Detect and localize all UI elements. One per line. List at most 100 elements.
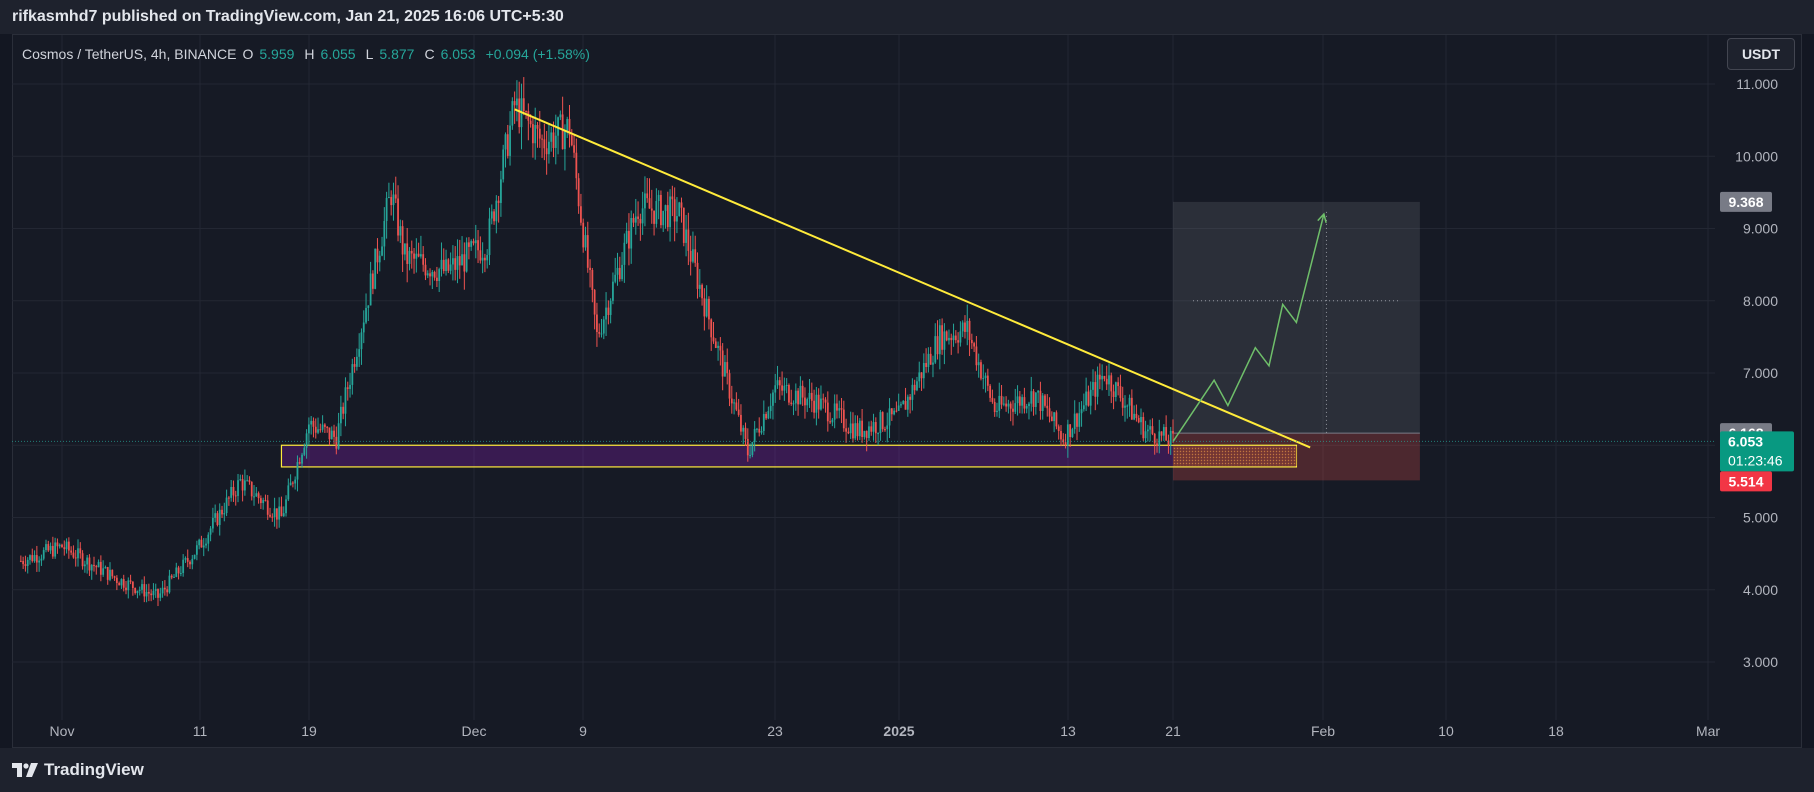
candle-body (774, 385, 777, 393)
candle-body (630, 217, 633, 249)
candle-body (420, 254, 422, 257)
candle-body (698, 284, 701, 289)
candle-body (271, 516, 274, 518)
candle-body (1153, 433, 1156, 444)
candle-body (385, 197, 388, 221)
candle-body (1146, 429, 1149, 432)
candle-body (1057, 426, 1060, 432)
candle-body (232, 486, 235, 496)
price-tick-label: 7.000 (1743, 365, 1778, 381)
candle-body (810, 392, 813, 401)
chart-frame[interactable] (12, 34, 1802, 748)
candle-body (344, 387, 347, 414)
candle-body (582, 222, 585, 248)
candle-body (1117, 382, 1120, 387)
candle-body (118, 582, 121, 586)
candle-body (625, 230, 628, 243)
candle-body (417, 253, 420, 257)
candle-body (918, 372, 921, 382)
candle-body (829, 421, 831, 423)
time-tick-label: 2025 (883, 723, 914, 739)
candle-body (719, 345, 722, 351)
price-axis: 11.00010.0009.0008.0007.0006.0005.0004.0… (1735, 76, 1778, 670)
candle-body (218, 509, 221, 525)
candle-body (909, 396, 912, 400)
candle-body (241, 479, 244, 491)
candle-body (1016, 396, 1019, 404)
candle-body (511, 101, 514, 126)
candle-body (728, 373, 731, 399)
candle-body (31, 555, 34, 562)
candle-body (1140, 416, 1142, 423)
candle-body (1073, 413, 1076, 430)
candle-body (557, 117, 559, 136)
candle-body (1071, 429, 1074, 438)
candle-body (134, 587, 137, 594)
candle-body (580, 206, 582, 223)
candle-body (234, 495, 237, 497)
candle-body (522, 98, 525, 111)
publisher-text: rifkasmhd7 published on TradingView.com,… (12, 8, 564, 25)
candle-body (468, 242, 470, 247)
candle-body (488, 218, 491, 256)
candle-body (1087, 391, 1090, 406)
candle-body (897, 405, 900, 411)
candle-body (452, 258, 454, 265)
candle-body (790, 402, 793, 404)
candle-body (650, 208, 653, 211)
stop-price-label: 5.514 (1728, 473, 1763, 489)
candle-body (669, 196, 671, 228)
candle-body (22, 561, 25, 565)
candle-body (1144, 431, 1147, 439)
candle-body (605, 307, 607, 320)
candle-body (634, 216, 637, 223)
candle-body (1039, 390, 1042, 411)
tradingview-brand[interactable]: TradingView (0, 760, 144, 780)
candle-body (692, 249, 694, 262)
candle-body (321, 424, 324, 430)
candle-body (125, 587, 127, 591)
candle-body (319, 429, 322, 431)
candle-body (97, 561, 100, 568)
time-tick-label: Feb (1311, 723, 1335, 739)
candle-body (657, 194, 660, 202)
candle-body (424, 264, 427, 276)
candle-body (666, 205, 669, 228)
candle-body (1018, 396, 1021, 406)
candle-body (938, 325, 941, 355)
candle-body (548, 141, 550, 155)
candle-body (394, 194, 397, 199)
candle-body (216, 513, 219, 525)
candle-body (744, 427, 747, 439)
candle-body (42, 550, 45, 559)
candle-body (1162, 427, 1165, 436)
candle-body (1169, 430, 1172, 445)
candle-body (237, 480, 239, 496)
candle-body (872, 422, 875, 432)
candle-body (833, 403, 836, 420)
symbol-name[interactable]: Cosmos / TetherUS, 4h, BINANCE (22, 46, 237, 62)
price-tick-label: 10.000 (1735, 148, 1778, 164)
candle-body (358, 349, 361, 357)
price-tick-label: 5.000 (1743, 510, 1778, 526)
candle-body (1050, 416, 1053, 422)
candle-body (113, 576, 116, 578)
candle-body (184, 558, 187, 560)
candle-body (984, 375, 987, 379)
candle-body (1089, 389, 1092, 406)
close-label: C (424, 46, 435, 62)
candle-body (952, 335, 955, 341)
currency-button[interactable]: USDT (1727, 38, 1795, 70)
candle-body (712, 337, 715, 342)
candle-body (170, 575, 173, 578)
candle-body (484, 257, 486, 261)
candle-body (1085, 391, 1088, 406)
candle-body (211, 517, 214, 529)
candle-body (1034, 392, 1037, 407)
candle-body (243, 480, 246, 491)
candle-body (296, 462, 299, 480)
candle-body (886, 425, 889, 430)
candle-body (865, 430, 868, 439)
